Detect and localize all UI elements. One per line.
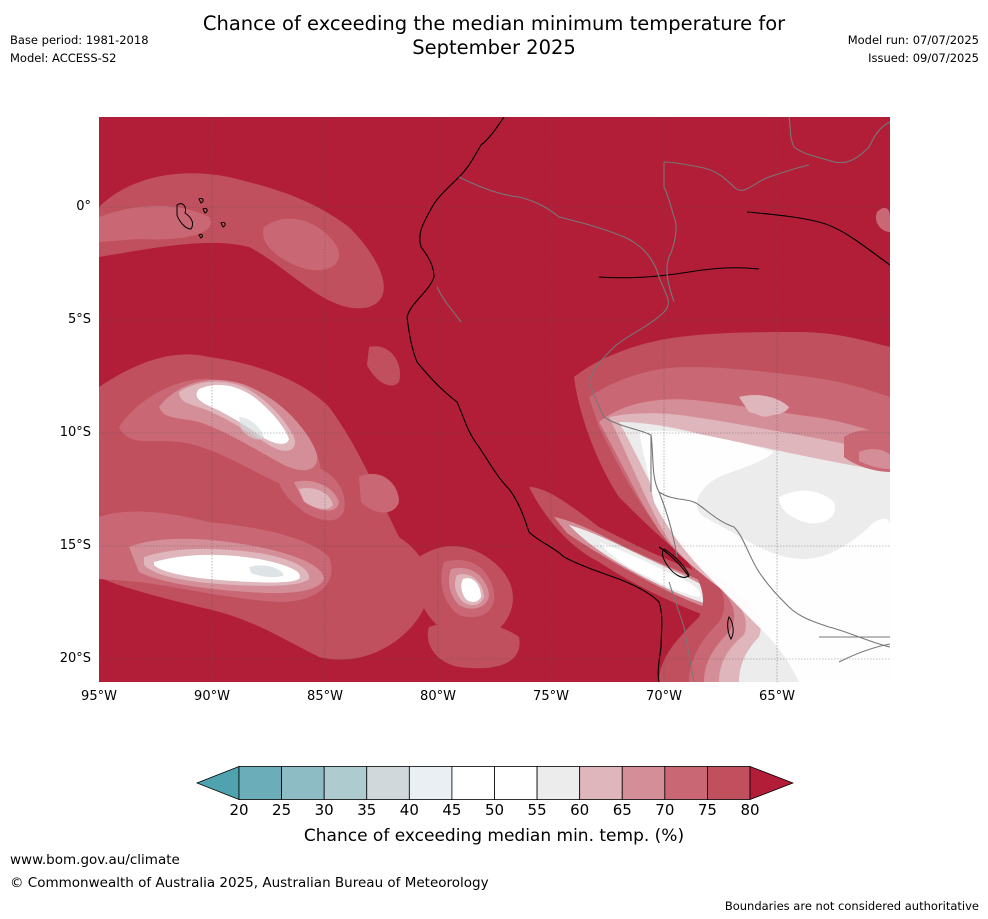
colorbar-tick-label: 45: [442, 801, 462, 819]
lon-label-95w: 95°W: [81, 689, 117, 704]
lat-label-0: 0°: [76, 199, 91, 214]
band-40-region: [249, 565, 284, 578]
forecast-map: [99, 117, 890, 682]
lon-label-65w: 65°W: [759, 689, 795, 704]
band-50-region: [639, 430, 890, 682]
band-40-region: [239, 417, 264, 440]
band-50-region: [461, 578, 481, 602]
lat-label-20s: 20°S: [59, 651, 91, 666]
coastline: [598, 267, 760, 279]
colorbar-segment: [664, 766, 708, 800]
title-line-2: September 2025: [412, 36, 576, 59]
colorbar-tick-label: 30: [314, 801, 334, 819]
colorbar-tick-label: 35: [357, 801, 377, 819]
band-45-region: [599, 542, 701, 597]
band-60-region: [299, 487, 333, 509]
band-75-region: [367, 346, 400, 386]
lon-label-80w: 80°W: [420, 689, 456, 704]
coastline: [746, 211, 890, 266]
colorbar-arrow-high: [749, 766, 794, 800]
title-line-1: Chance of exceeding the median minimum t…: [202, 12, 786, 35]
model-run-date: Model run: 07/07/2025: [847, 33, 979, 47]
lat-label-15s: 15°S: [59, 538, 91, 553]
lon-label-90w: 90°W: [194, 689, 230, 704]
colorbar-segment: [366, 766, 410, 800]
issued-date: Issued: 09/07/2025: [868, 51, 979, 65]
band-60-region: [754, 404, 774, 417]
colorbar-segment: [238, 766, 282, 800]
band-50-region: [196, 384, 289, 444]
band-65-region: [859, 449, 890, 469]
lake-titicaca: [661, 548, 690, 578]
band-75-region: [427, 621, 520, 669]
country-boundaries: [436, 117, 890, 663]
band-50-region: [779, 490, 835, 524]
colorbar-segment: [621, 766, 666, 800]
model-name: Model: ACCESS-S2: [10, 51, 117, 65]
colorbar-tick-label: 40: [399, 801, 419, 819]
lon-label-85w: 85°W: [307, 689, 343, 704]
footer-note: Boundaries are not considered authoritat…: [724, 899, 979, 913]
colorbar-segment: [323, 766, 368, 800]
colorbar-tick-label: 25: [272, 801, 292, 819]
coastline: [406, 117, 663, 682]
colorbar-segment: [281, 766, 325, 800]
footer-url[interactable]: www.bom.gov.au/climate: [10, 852, 180, 868]
colorbar-arrow-low: [196, 766, 240, 800]
base-period: Base period: 1981-2018: [10, 33, 149, 47]
band-70-region: [263, 218, 340, 271]
lon-label-75w: 75°W: [533, 689, 569, 704]
lat-label-10s: 10°S: [59, 425, 91, 440]
colorbar-segment: [408, 766, 453, 800]
band-70-region: [875, 207, 890, 232]
colorbar: [196, 766, 794, 800]
colorbar-segment: [451, 766, 495, 800]
band-70-region: [99, 205, 211, 242]
colorbar-tick-label: 70: [655, 801, 675, 819]
right-metadata: Model run: 07/07/2025 Issued: 09/07/2025: [848, 31, 979, 67]
lake: [727, 616, 734, 641]
map-title: Chance of exceeding the median minimum t…: [0, 12, 988, 60]
lat-label-5s: 5°S: [67, 312, 91, 327]
colorbar-tick-label: 80: [740, 801, 760, 819]
colorbar-segment: [579, 766, 623, 800]
colorbar-tick-label: 20: [229, 801, 249, 819]
band-70-region: [359, 473, 399, 513]
galapagos-islands: [176, 198, 226, 239]
colorbar-tick-label: 55: [527, 801, 547, 819]
footer-copyright: © Commonwealth of Australia 2025, Austra…: [10, 875, 489, 891]
colorbar-label: Chance of exceeding median min. temp. (%…: [303, 826, 685, 846]
colorbar-tick-label: 75: [697, 801, 717, 819]
colorbar-segment: [494, 766, 538, 800]
colorbar-segment: [536, 766, 581, 800]
colorbar-tick-label: 60: [570, 801, 590, 819]
left-metadata: Base period: 1981-2018 Model: ACCESS-S2: [10, 31, 149, 67]
colorbar-tick-label: 50: [484, 801, 505, 819]
internal-boundaries: [668, 581, 695, 682]
colorbar-segment: [707, 766, 751, 800]
coastline: [658, 546, 690, 578]
colorbar-tick-label: 65: [612, 801, 632, 819]
lon-label-70w: 70°W: [646, 689, 682, 704]
